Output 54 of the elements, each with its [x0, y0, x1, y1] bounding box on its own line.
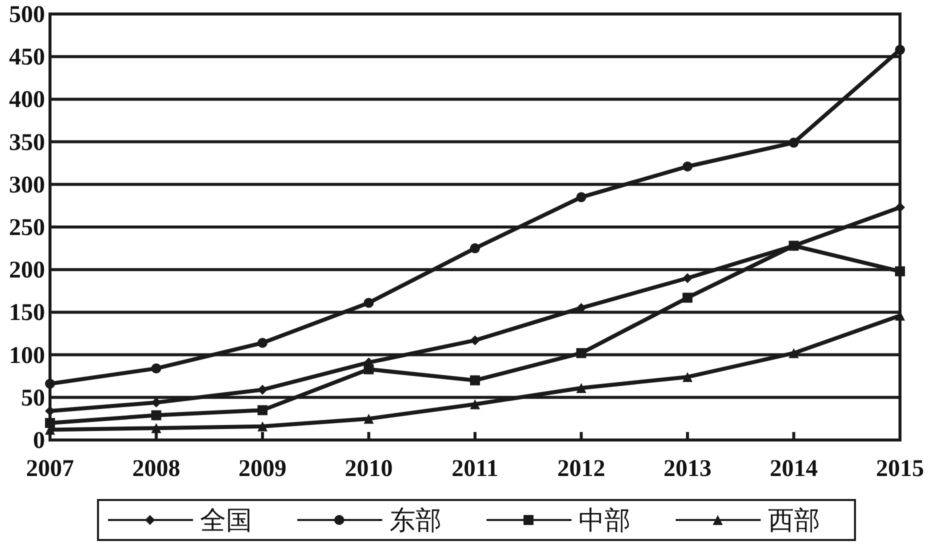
point	[895, 44, 905, 55]
point	[45, 418, 55, 428]
y-tick-label: 300	[9, 172, 45, 198]
x-tick-label: 2007	[26, 456, 74, 482]
y-tick-label: 0	[33, 428, 45, 454]
y-tick-label: 250	[9, 215, 45, 241]
point	[788, 240, 799, 251]
point	[258, 338, 268, 348]
y-tick-label: 350	[9, 130, 45, 156]
point	[788, 138, 799, 148]
legend-label: 西部	[768, 506, 820, 535]
x-tick-label: 2014	[770, 456, 818, 482]
point	[258, 384, 268, 395]
point	[470, 243, 480, 254]
y-tick-label: 450	[9, 44, 45, 71]
y-tick-label: 400	[9, 87, 45, 114]
x-tick-label: 2015	[876, 456, 924, 482]
point	[364, 298, 374, 308]
point	[682, 372, 692, 382]
y-tick-label: 500	[9, 2, 45, 28]
point	[682, 162, 692, 172]
point	[364, 414, 374, 424]
y-tick-label: 200	[9, 258, 45, 284]
x-tick-label: 2012	[557, 456, 606, 482]
point	[258, 405, 268, 416]
point	[895, 202, 905, 212]
point	[258, 421, 268, 432]
point	[151, 398, 162, 408]
x-tick-label: 2010	[344, 456, 393, 482]
x-tick-label: 2008	[132, 456, 180, 482]
point	[682, 273, 692, 284]
point	[45, 378, 55, 389]
x-tick-label: 2011	[452, 456, 498, 482]
y-tick-label: 50	[21, 385, 45, 412]
x-tick-label: 2009	[238, 456, 286, 482]
point	[576, 192, 586, 202]
point	[470, 399, 480, 410]
point	[364, 364, 374, 374]
point	[576, 383, 586, 394]
point	[788, 348, 799, 358]
legend-label: 东部	[389, 506, 442, 535]
legend-label: 全国	[200, 506, 252, 535]
x-tick-label: 2013	[664, 456, 712, 482]
point	[576, 348, 586, 358]
point	[895, 266, 905, 276]
point	[682, 292, 692, 303]
y-tick-label: 100	[9, 342, 45, 369]
y-tick-label: 150	[9, 300, 45, 326]
point	[470, 335, 480, 346]
point	[151, 410, 162, 420]
legend-label: 中部	[578, 506, 630, 535]
point	[151, 363, 162, 374]
point	[470, 375, 480, 386]
point	[151, 423, 162, 434]
